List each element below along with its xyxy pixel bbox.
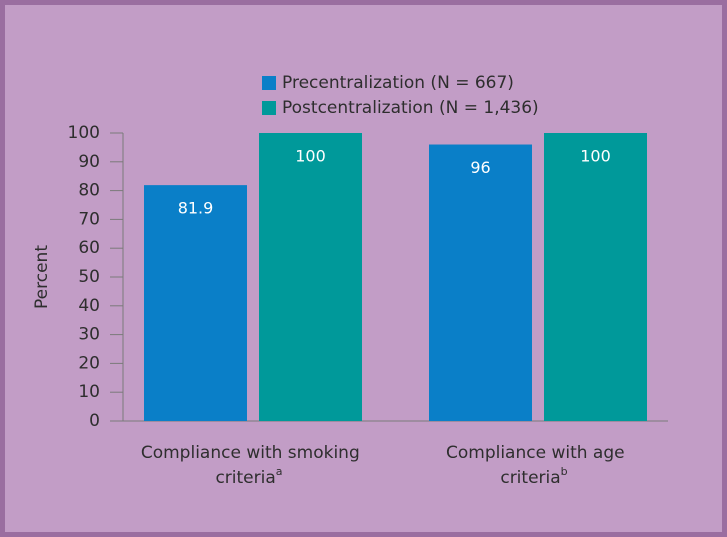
bar xyxy=(429,144,532,421)
legend-label: Precentralization (N = 667) xyxy=(282,73,514,93)
bar xyxy=(259,133,362,421)
footnote-mark: a xyxy=(276,465,283,478)
y-tick-label: 50 xyxy=(78,267,100,287)
y-tick-label: 70 xyxy=(78,209,100,229)
bar xyxy=(144,185,247,421)
y-tick-label: 100 xyxy=(68,123,100,143)
legend-swatch xyxy=(262,76,276,90)
y-tick-label: 40 xyxy=(78,296,100,316)
legend-label: Postcentralization (N = 1,436) xyxy=(282,98,539,118)
y-tick-label: 80 xyxy=(78,181,100,201)
bar xyxy=(544,133,647,421)
footnote-mark: b xyxy=(561,465,568,478)
y-tick-label: 0 xyxy=(89,411,100,431)
x-tick-label: Compliance with smoking criteriaa xyxy=(141,443,365,488)
y-tick-label: 90 xyxy=(78,152,100,172)
y-tick-label: 60 xyxy=(78,238,100,258)
legend-swatch xyxy=(262,101,276,115)
value-label: 100 xyxy=(295,147,326,166)
y-tick-label: 30 xyxy=(78,325,100,345)
x-tick-label: Compliance with age criteriab xyxy=(446,443,630,488)
y-tick-label: 20 xyxy=(78,353,100,373)
y-tick-label: 10 xyxy=(78,382,100,402)
y-axis-label: Percent xyxy=(32,245,52,309)
value-label: 96 xyxy=(470,158,490,177)
value-label: 100 xyxy=(580,147,611,166)
value-label: 81.9 xyxy=(178,199,214,218)
